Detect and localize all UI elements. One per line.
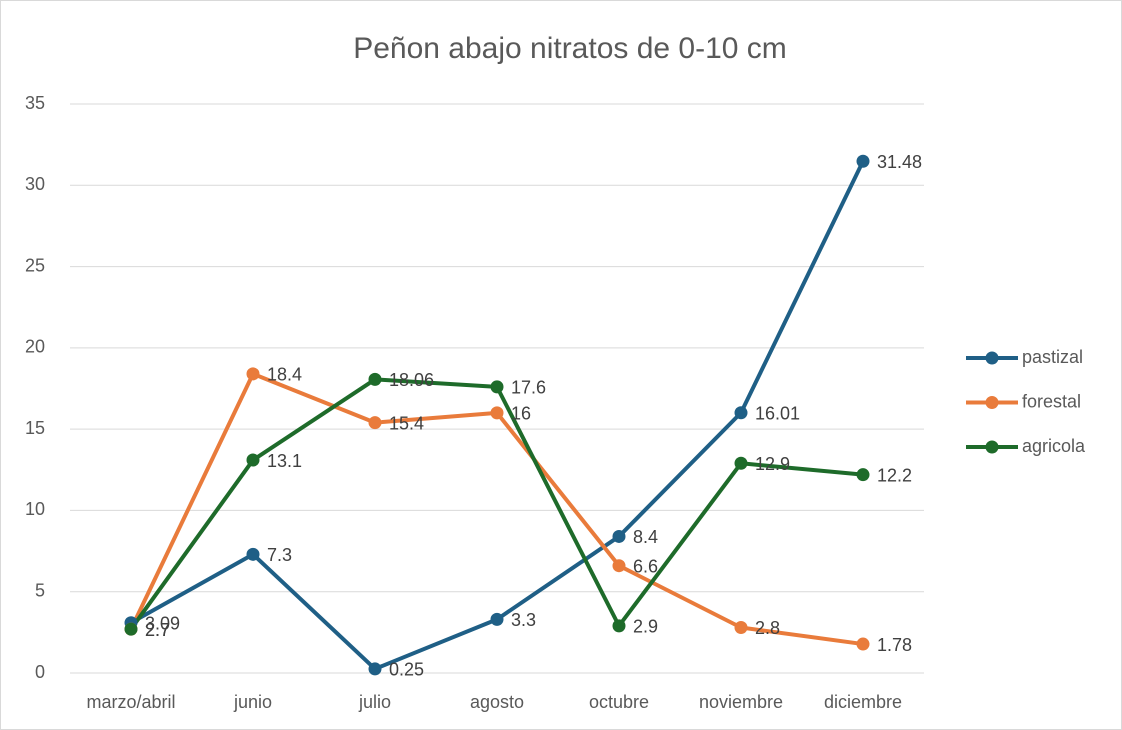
data-point <box>856 637 870 651</box>
x-tick-label: octubre <box>589 692 649 712</box>
data-label: 18.4 <box>267 365 302 385</box>
x-tick-label: diciembre <box>824 692 902 712</box>
y-tick-label: 15 <box>25 418 45 438</box>
data-label: 1.78 <box>877 635 912 655</box>
legend-marker <box>985 440 999 454</box>
data-point <box>734 620 748 634</box>
legend-label: agricola <box>1022 436 1086 456</box>
data-label: 16 <box>511 404 531 424</box>
data-point <box>856 468 870 482</box>
data-label: 18.06 <box>389 370 434 390</box>
data-label: 3.3 <box>511 610 536 630</box>
y-tick-label: 10 <box>25 499 45 519</box>
data-label: 7.3 <box>267 545 292 565</box>
data-point <box>246 547 260 561</box>
data-label: 2.7 <box>145 620 170 640</box>
data-point <box>490 612 504 626</box>
data-label: 15.4 <box>389 413 424 433</box>
x-tick-label: junio <box>233 692 272 712</box>
data-point <box>734 456 748 470</box>
data-label: 31.48 <box>877 152 922 172</box>
legend-marker <box>985 396 999 409</box>
data-label: 3.09 <box>145 614 180 634</box>
legend-label: pastizal <box>1022 347 1083 367</box>
data-point <box>612 559 626 573</box>
x-tick-label: julio <box>358 692 391 712</box>
x-tick-label: agosto <box>470 692 524 712</box>
data-point <box>124 622 138 636</box>
chart-title: Peñon abajo nitratos de 0-10 cm <box>353 32 787 65</box>
data-label: 2.7 <box>145 620 170 640</box>
data-label: 0.25 <box>389 660 424 680</box>
data-label: 12.2 <box>877 465 912 485</box>
data-point <box>246 453 260 467</box>
data-point <box>368 662 382 676</box>
data-label: 13.1 <box>267 451 302 471</box>
data-point <box>856 154 870 168</box>
data-label: 16.01 <box>755 403 800 423</box>
legend-marker <box>985 351 999 365</box>
data-point <box>490 380 504 394</box>
x-tick-label: marzo/abril <box>86 692 175 712</box>
data-label: 8.4 <box>633 527 658 547</box>
data-point <box>368 372 382 386</box>
y-tick-label: 0 <box>35 662 45 682</box>
data-label: 2.9 <box>633 617 658 637</box>
data-point <box>368 416 382 430</box>
data-label: 17.6 <box>511 378 546 398</box>
y-tick-label: 25 <box>25 255 45 275</box>
data-point <box>246 367 260 381</box>
data-label: 6.6 <box>633 556 658 576</box>
data-label: 12.9 <box>755 454 790 474</box>
y-tick-label: 35 <box>25 93 45 113</box>
y-tick-label: 30 <box>25 174 45 194</box>
data-point <box>612 529 626 543</box>
data-point <box>734 406 748 420</box>
data-point <box>490 406 504 420</box>
data-label: 2.8 <box>755 618 780 638</box>
x-tick-label: noviembre <box>699 692 783 712</box>
y-tick-label: 20 <box>25 337 45 357</box>
y-tick-label: 5 <box>35 580 45 600</box>
data-point <box>612 619 626 633</box>
legend-label: forestal <box>1022 391 1081 411</box>
